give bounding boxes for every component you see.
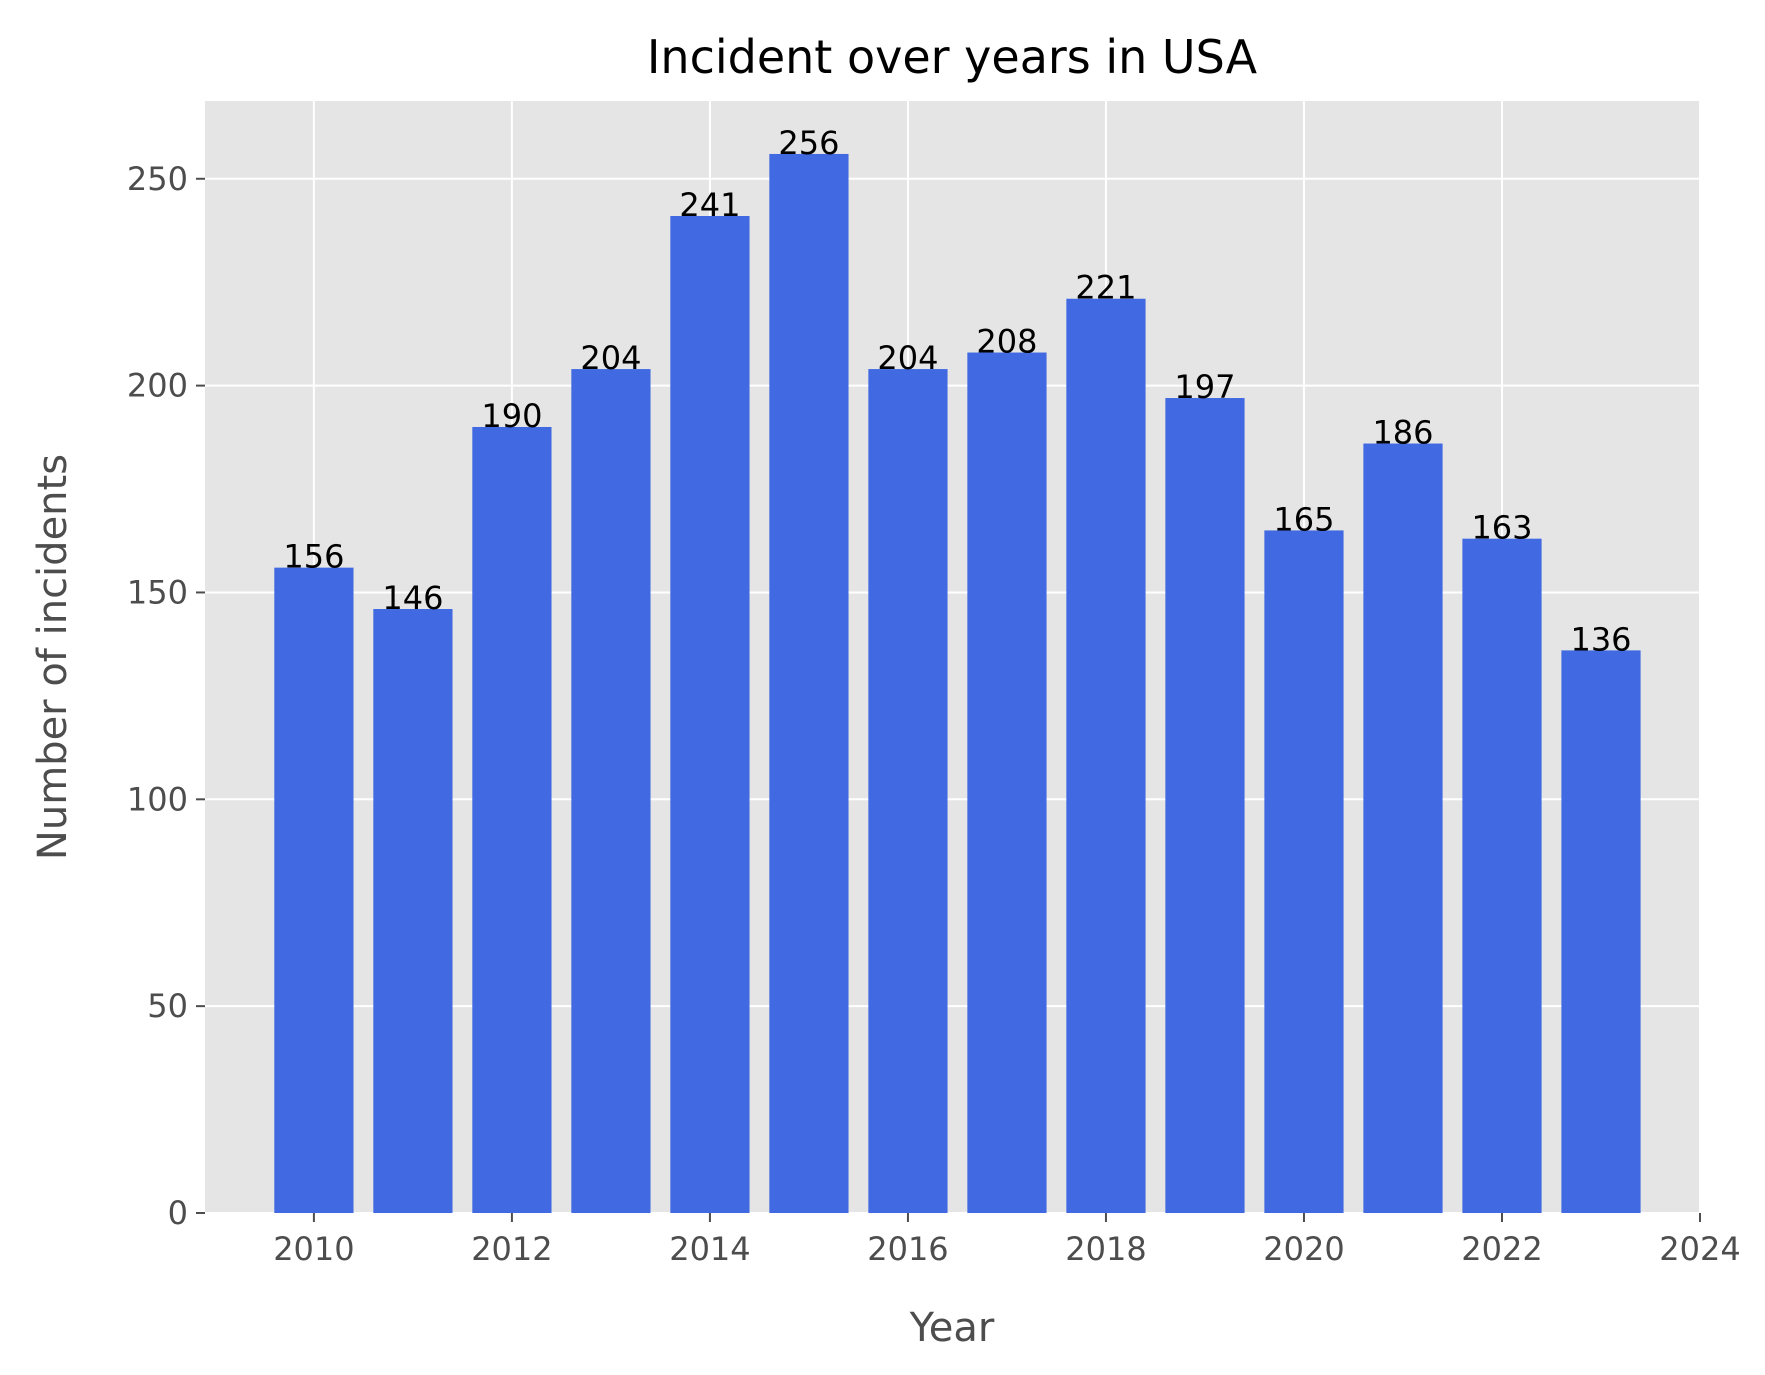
y-tick-label: 200 bbox=[127, 367, 188, 405]
bar bbox=[1363, 443, 1443, 1213]
bar-value-label: 165 bbox=[1273, 500, 1334, 538]
axis-ticks: 2010 2012 2014 2016 2018 2020 2022 2024 0 50 100 15… bbox=[127, 160, 1741, 1268]
bar bbox=[1264, 530, 1344, 1213]
y-axis-label: Number of incidents bbox=[30, 454, 76, 860]
bar-value-label: 156 bbox=[283, 538, 344, 576]
y-tick-label: 0 bbox=[168, 1194, 188, 1232]
bar-value-label: 146 bbox=[382, 579, 443, 617]
bar bbox=[967, 352, 1047, 1213]
x-tick-label: 2014 bbox=[669, 1230, 750, 1268]
bars bbox=[274, 153, 1641, 1214]
bar-value-label: 241 bbox=[679, 186, 740, 224]
bar-value-label: 186 bbox=[1372, 414, 1433, 452]
bar bbox=[1165, 398, 1245, 1213]
bar bbox=[670, 216, 750, 1213]
y-tick-label: 250 bbox=[127, 160, 188, 198]
bar-value-label: 221 bbox=[1075, 269, 1136, 307]
x-tick-label: 2012 bbox=[471, 1230, 552, 1268]
bar bbox=[571, 369, 651, 1214]
bar bbox=[1066, 298, 1146, 1214]
chart-title: Incident over years in USA bbox=[647, 30, 1258, 84]
y-tick-label: 50 bbox=[147, 987, 188, 1025]
bar bbox=[274, 567, 354, 1213]
bar-value-label: 208 bbox=[976, 323, 1037, 361]
x-tick-label: 2016 bbox=[867, 1230, 948, 1268]
bar bbox=[1561, 650, 1641, 1213]
bar bbox=[868, 369, 948, 1214]
x-tick-label: 2022 bbox=[1461, 1230, 1542, 1268]
x-axis-label: Year bbox=[909, 1305, 995, 1351]
y-tick-label: 150 bbox=[127, 573, 188, 611]
x-tick-label: 2024 bbox=[1659, 1230, 1740, 1268]
bar-value-label: 256 bbox=[778, 124, 839, 162]
bar-value-label: 163 bbox=[1471, 509, 1532, 547]
y-tick-label: 100 bbox=[127, 780, 188, 818]
bar-value-label: 204 bbox=[877, 339, 938, 377]
bar-value-label: 197 bbox=[1174, 368, 1235, 406]
bar bbox=[373, 609, 453, 1213]
bar bbox=[472, 426, 552, 1213]
x-tick-label: 2018 bbox=[1065, 1230, 1146, 1268]
x-tick-label: 2010 bbox=[273, 1230, 354, 1268]
x-tick-label: 2020 bbox=[1263, 1230, 1344, 1268]
data-labels: 156 146 190 204 241 256 204 208 221 197 165 186 163 1… bbox=[283, 124, 1631, 658]
bar-value-label: 136 bbox=[1570, 620, 1631, 658]
bar-value-label: 204 bbox=[580, 339, 641, 377]
bar bbox=[1462, 538, 1542, 1213]
plot-area bbox=[205, 101, 1700, 1213]
bar bbox=[769, 153, 849, 1213]
bar-value-label: 190 bbox=[481, 397, 542, 435]
